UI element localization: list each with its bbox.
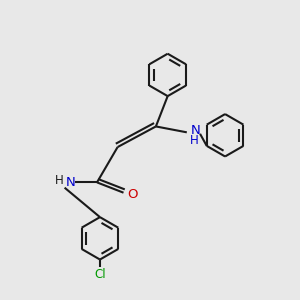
Text: H: H [54, 173, 63, 187]
Text: O: O [127, 188, 137, 201]
Text: Cl: Cl [94, 268, 106, 281]
Text: N: N [66, 176, 76, 189]
Text: H: H [190, 134, 199, 147]
Text: N: N [190, 124, 200, 137]
